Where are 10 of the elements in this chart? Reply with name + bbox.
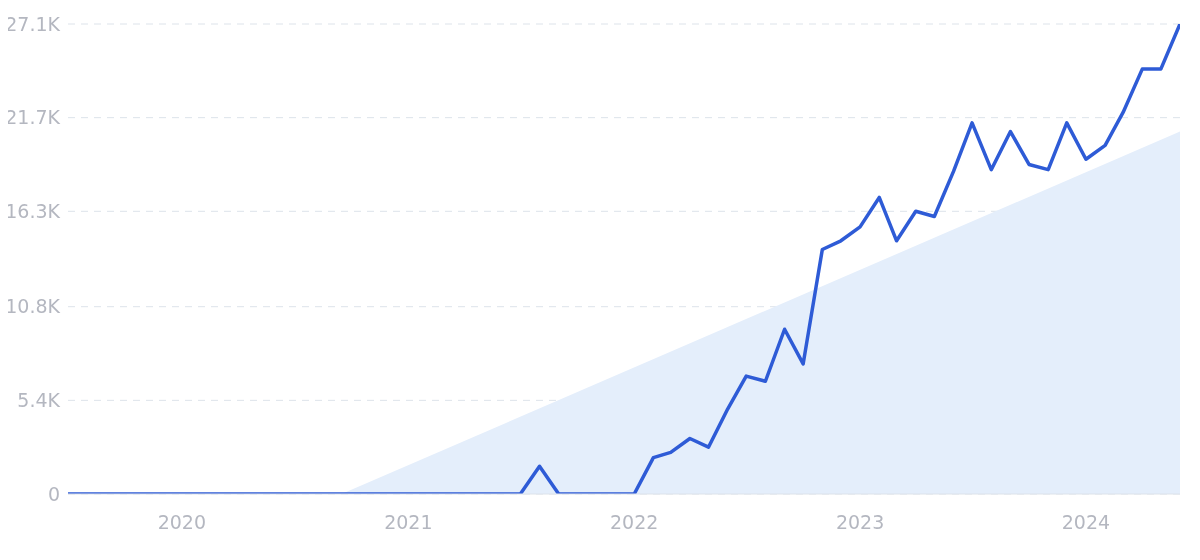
y-tick-label: 5.4K [17,389,61,412]
line-series [68,24,1180,494]
x-tick-label: 2021 [384,511,433,534]
x-tick-label: 2024 [1061,511,1111,534]
x-tick-label: 2020 [157,511,207,534]
y-tick-label: 0 [47,482,60,505]
x-tick-label: 2022 [610,511,659,534]
x-tick-label: 2023 [835,511,885,534]
y-tick-label: 10.8K [5,295,61,318]
y-tick-label: 16.3K [5,200,61,223]
